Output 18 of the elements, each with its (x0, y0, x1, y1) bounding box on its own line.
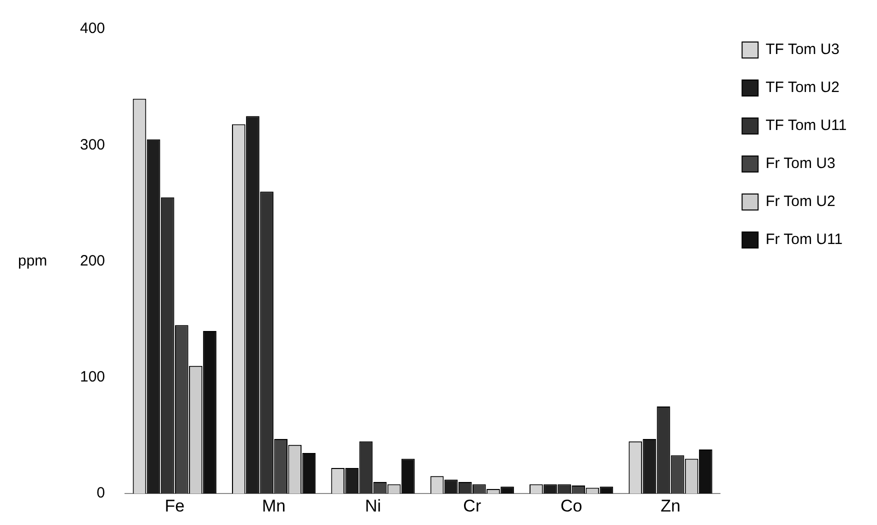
x-tick-label: Cr (463, 496, 482, 516)
y-axis-title: ppm (18, 252, 48, 270)
legend-label: Fr Tom U3 (766, 155, 836, 172)
y-tick-label: 100 (80, 368, 106, 386)
y-tick-label: 0 (96, 484, 106, 502)
x-tick-label: Co (560, 496, 582, 516)
legend-label: TF Tom U2 (766, 79, 840, 96)
x-tick-label: Mn (262, 496, 286, 516)
x-tick-label: Ni (364, 496, 382, 516)
y-tick-label: 300 (80, 136, 106, 154)
y-tick-label: 400 (80, 20, 106, 38)
legend-label: Fr Tom U11 (766, 231, 843, 248)
legend-label: TF Tom U3 (766, 41, 840, 58)
x-tick-label: Zn (660, 496, 680, 516)
y-tick-label: 200 (80, 252, 106, 270)
legend-label: TF Tom U11 (766, 117, 847, 134)
legend-label: Fr Tom U2 (766, 193, 836, 210)
x-tick-label: Fe (164, 496, 185, 516)
